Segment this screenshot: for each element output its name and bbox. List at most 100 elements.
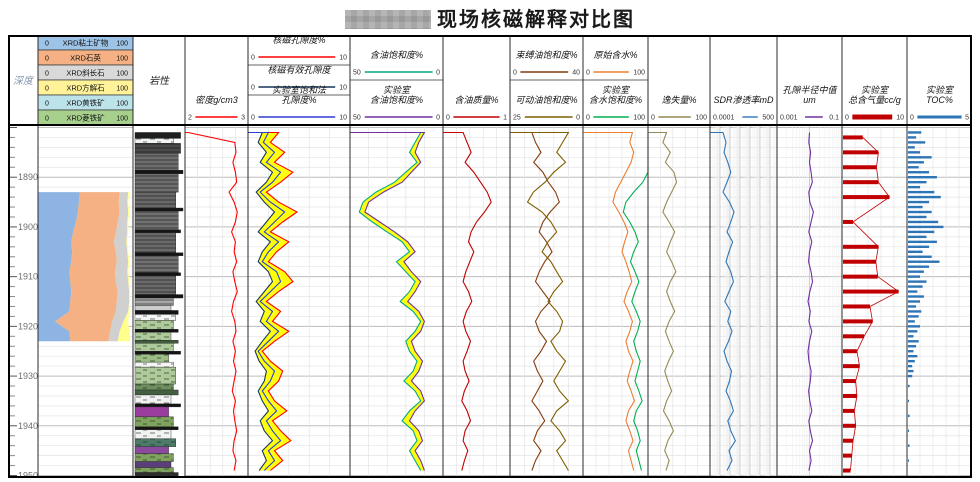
curve-prad <box>807 132 814 471</box>
curve-bound <box>510 131 560 471</box>
svg-text:0.1: 0.1 <box>829 115 839 122</box>
svg-text:TOC%: TOC% <box>926 95 953 105</box>
svg-text:100: 100 <box>116 41 128 48</box>
svg-text:0: 0 <box>45 41 49 48</box>
svg-text:0: 0 <box>45 101 49 108</box>
svg-text:0: 0 <box>446 115 450 122</box>
svg-text:0: 0 <box>436 115 440 122</box>
svg-text:含油饱和度%: 含油饱和度% <box>370 50 423 60</box>
svg-text:原始含水%: 原始含水% <box>593 50 637 60</box>
svg-text:0: 0 <box>45 116 49 123</box>
svg-text:1900: 1900 <box>18 222 38 232</box>
curve-bound <box>510 131 570 471</box>
depth-axis: 1890 1900 1910 1920 1930 1940 1950 <box>9 126 38 481</box>
svg-text:40: 40 <box>572 70 580 77</box>
xrd-layer-1 <box>55 192 120 342</box>
svg-text:3: 3 <box>241 115 245 122</box>
svg-text:0: 0 <box>586 70 590 77</box>
svg-text:XRD斜长石: XRD斜长石 <box>66 68 105 78</box>
svg-text:可动油饱和度%: 可动油饱和度% <box>515 95 577 105</box>
lithology-column <box>134 132 184 478</box>
curve-water <box>583 131 636 471</box>
svg-text:逸失量%: 逸失量% <box>661 95 696 105</box>
svg-text:孔隙度%: 孔隙度% <box>281 95 316 105</box>
svg-text:含油饱和度%: 含油饱和度% <box>370 95 423 105</box>
svg-text:0: 0 <box>651 115 655 122</box>
svg-text:核磁有效孔隙度: 核磁有效孔隙度 <box>267 65 332 75</box>
svg-text:实验室: 实验室 <box>602 85 631 95</box>
svg-text:核磁孔隙度%: 核磁孔隙度% <box>272 35 325 45</box>
svg-text:0: 0 <box>586 115 590 122</box>
svg-text:1910: 1910 <box>18 272 38 282</box>
svg-text:0: 0 <box>436 70 440 77</box>
well-log-chart: 1890 1900 1910 1920 1930 1940 1950 深度 岩性 0 XRD粘土矿物… <box>7 34 973 481</box>
svg-text:实验室饱和法: 实验室饱和法 <box>272 85 327 95</box>
svg-text:10: 10 <box>339 85 347 92</box>
svg-text:XRD黄铁矿: XRD黄铁矿 <box>66 98 105 108</box>
svg-text:500: 500 <box>762 115 774 122</box>
svg-text:100: 100 <box>116 101 128 108</box>
svg-text:100: 100 <box>695 115 707 122</box>
svg-text:总含气量cc/g: 总含气量cc/g <box>848 95 901 105</box>
title-row: 现场核磁解释对比图 <box>0 3 980 32</box>
svg-text:含水饱和度%: 含水饱和度% <box>589 95 642 105</box>
svg-text:孔隙半径中值: 孔隙半径中值 <box>782 85 838 95</box>
svg-text:25: 25 <box>513 115 521 122</box>
svg-text:XRD粘土矿物: XRD粘土矿物 <box>63 38 109 48</box>
svg-text:0: 0 <box>251 115 255 122</box>
svg-text:um: um <box>803 95 816 105</box>
svg-text:0: 0 <box>45 86 49 93</box>
svg-text:0: 0 <box>251 55 255 62</box>
svg-text:0: 0 <box>513 70 517 77</box>
svg-text:含油质量%: 含油质量% <box>454 95 498 105</box>
svg-text:0: 0 <box>845 115 849 122</box>
svg-text:0: 0 <box>576 115 580 122</box>
curve-por <box>248 131 299 471</box>
svg-text:1940: 1940 <box>18 421 38 431</box>
curve-loss <box>648 131 678 471</box>
svg-text:1: 1 <box>503 115 507 122</box>
curve-oilsat <box>350 131 422 471</box>
svg-text:深度: 深度 <box>13 75 35 87</box>
page-title: 现场核磁解释对比图 <box>437 9 635 31</box>
curve-sdr <box>710 131 737 471</box>
log-curves <box>185 131 814 471</box>
svg-text:100: 100 <box>633 115 645 122</box>
svg-text:10: 10 <box>339 115 347 122</box>
svg-text:100: 100 <box>116 116 128 123</box>
svg-text:2: 2 <box>188 115 192 122</box>
svg-text:0: 0 <box>910 115 914 122</box>
redacted-well-name <box>345 10 431 29</box>
svg-text:0.0001: 0.0001 <box>713 115 735 122</box>
svg-text:0: 0 <box>251 85 255 92</box>
svg-text:密度g/cm3: 密度g/cm3 <box>195 95 238 105</box>
svg-text:10: 10 <box>339 55 347 62</box>
curve-oilmass <box>443 131 492 471</box>
svg-text:100: 100 <box>116 86 128 93</box>
xrd-layer-0 <box>38 192 80 342</box>
svg-text:岩性: 岩性 <box>149 75 170 87</box>
svg-text:实验室: 实验室 <box>383 85 412 95</box>
svg-text:实验室: 实验室 <box>861 85 890 95</box>
toc-bars <box>908 131 944 462</box>
svg-text:束缚油饱和度%: 束缚油饱和度% <box>515 50 577 60</box>
svg-text:10: 10 <box>896 115 904 122</box>
xrd-layer-2 <box>108 192 130 342</box>
gas-bars <box>843 135 900 473</box>
svg-text:XRD菱铁矿: XRD菱铁矿 <box>66 113 105 123</box>
svg-text:XRD石英: XRD石英 <box>70 53 101 63</box>
svg-text:0: 0 <box>45 56 49 63</box>
curve-density <box>185 131 238 471</box>
curve-water <box>622 132 649 471</box>
svg-text:100: 100 <box>116 56 128 63</box>
svg-text:50: 50 <box>353 115 361 122</box>
svg-text:1920: 1920 <box>18 321 38 331</box>
svg-text:50: 50 <box>353 70 361 77</box>
svg-text:XRD方解石: XRD方解石 <box>66 83 105 93</box>
svg-text:1890: 1890 <box>18 172 38 182</box>
well-log-plot: 1890 1900 1910 1920 1930 1940 1950 深度 岩性 0 XRD粘土矿物… <box>7 34 973 481</box>
svg-text:0.001: 0.001 <box>780 115 798 122</box>
svg-text:实验室: 实验室 <box>926 85 955 95</box>
